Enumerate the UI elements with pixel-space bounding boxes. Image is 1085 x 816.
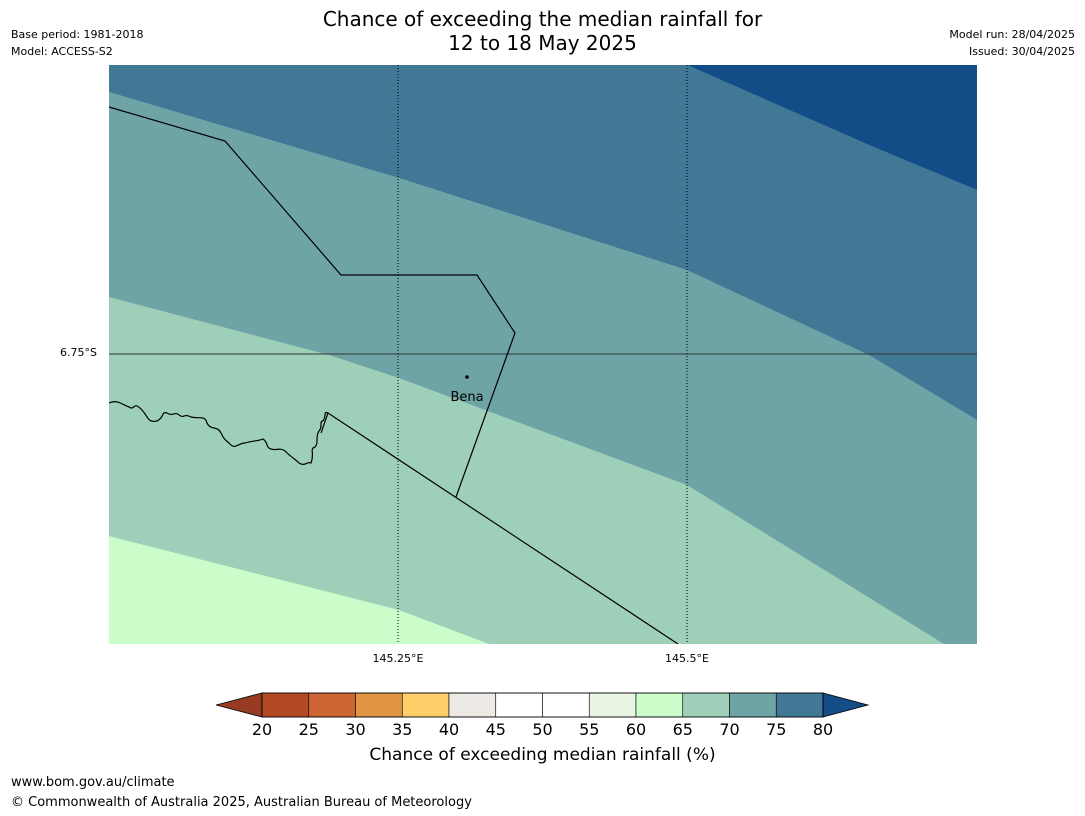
footer-copyright: © Commonwealth of Australia 2025, Austra… [11,795,472,810]
colorbar-bin [308,692,356,718]
colorbar-tick-label: 50 [532,720,553,739]
colorbar-bin [588,692,637,718]
title-line-2: 12 to 18 May 2025 [448,31,637,55]
colorbar-bin [542,692,590,718]
footer-url[interactable]: www.bom.gov.au/climate [11,775,175,790]
title-line-1: Chance of exceeding the median rainfall … [322,7,763,31]
colorbar-bin [775,692,824,718]
colorbar-bin [729,692,777,718]
colorbar-bin [682,692,730,718]
map-svg: Bena [109,65,977,644]
colorbar-tick-label: 40 [438,720,460,739]
colorbar-tick-label: 55 [579,720,600,739]
map-panel: Bena [109,65,977,644]
colorbar-tick-label: 20 [251,720,273,739]
base-period: Base period: 1981-2018 [11,28,144,41]
colorbar-title: Chance of exceeding median rainfall (%) [369,745,716,765]
colorbar-bin [261,692,310,718]
lat-label: 6.75°S [60,346,97,359]
colorbar-tick-label: 30 [345,720,366,739]
model-run: Model run: 28/04/2025 [949,28,1075,41]
zone-70-75 [109,92,977,644]
lon-label-145-25: 145.25°E [372,652,424,665]
colorbar [216,692,870,718]
issued-date: Issued: 30/04/2025 [968,45,1075,58]
chart-title: Chance of exceeding the median rainfall … [0,7,1085,55]
zone-60-65 [109,536,489,644]
meta-right: Model run: 28/04/2025 Issued: 30/04/2025 [949,26,1075,60]
colorbar-under-triangle [216,692,263,718]
colorbar-bins [261,692,824,718]
colorbar-tick-label: 45 [485,720,506,739]
colorbar-bin [401,692,450,718]
province-boundary [109,106,516,498]
colorbar-tick-label: 60 [625,720,647,739]
colorbar-over-triangle [822,692,870,718]
colorbar-outline [261,692,824,718]
coastline [109,401,329,466]
colorbar-bin [495,692,543,718]
colorbar-tick-label: 75 [766,720,787,739]
town-marker [465,375,469,379]
colorbar-tick-label: 65 [672,720,693,739]
colorbar-tick-label: 80 [812,720,834,739]
colorbar-tick-label: 70 [719,720,740,739]
model-name: Model: ACCESS-S2 [11,45,113,58]
zone-75-80 [109,65,977,420]
colorbar-tick-label: 35 [392,720,413,739]
lon-label-145-5: 145.5°E [665,652,709,665]
meta-left: Base period: 1981-2018 Model: ACCESS-S2 [11,26,143,60]
zone-over-80 [657,65,977,190]
colorbar-tick-label: 25 [298,720,319,739]
colorbar-bin [355,692,403,718]
colorbar-bin [448,692,497,718]
colorbar-bin [635,692,684,718]
town-label: Bena [450,390,483,405]
